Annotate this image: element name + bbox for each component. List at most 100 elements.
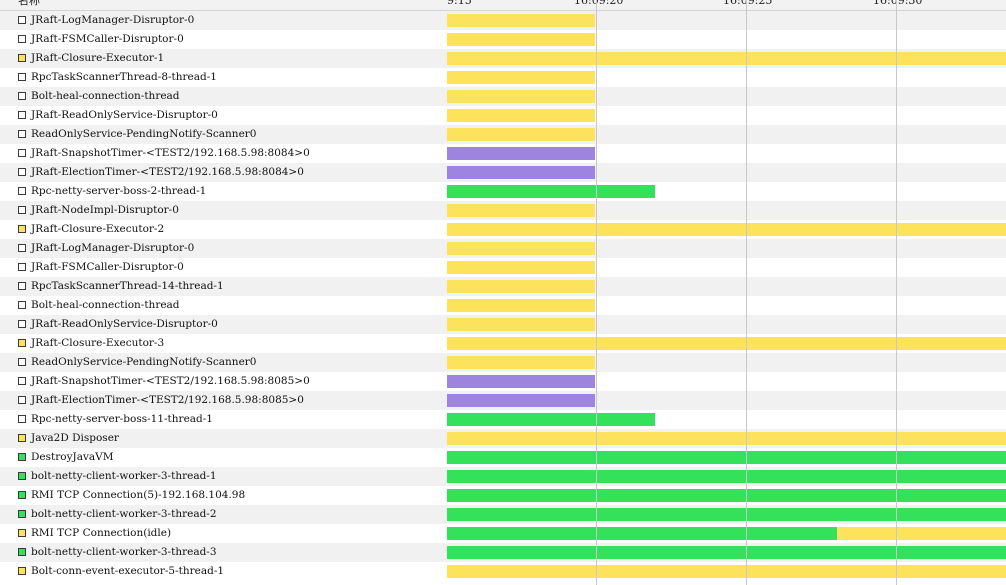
thread-state-segment-waiting — [447, 356, 595, 369]
thread-state-segment-running — [447, 451, 1006, 464]
thread-name: RpcTaskScannerThread-8-thread-1 — [31, 71, 217, 83]
thread-state-indicator — [18, 301, 26, 309]
thread-row[interactable]: bolt-netty-client-worker-3-thread-2 — [0, 505, 1006, 524]
thread-row[interactable]: bolt-netty-client-worker-3-thread-1 — [0, 467, 1006, 486]
thread-row[interactable]: JRaft-Closure-Executor-3 — [0, 334, 1006, 353]
thread-state-indicator — [18, 111, 26, 119]
thread-state-indicator — [18, 320, 26, 328]
thread-timeline-track — [447, 33, 1006, 46]
thread-state-indicator — [18, 263, 26, 271]
thread-name: JRaft-ElectionTimer-<TEST2/192.168.5.98:… — [31, 166, 304, 178]
thread-state-segment-waiting — [447, 90, 595, 103]
thread-state-segment-waiting — [447, 318, 595, 331]
thread-timeline-track — [447, 90, 1006, 103]
thread-row[interactable]: JRaft-ElectionTimer-<TEST2/192.168.5.98:… — [0, 163, 1006, 182]
thread-name: ReadOnlyService-PendingNotify-Scanner0 — [31, 356, 257, 368]
thread-state-segment-sleeping — [447, 166, 595, 179]
thread-state-indicator — [18, 92, 26, 100]
thread-state-indicator — [18, 54, 26, 62]
thread-row[interactable]: JRaft-ReadOnlyService-Disruptor-0 — [0, 106, 1006, 125]
thread-timeline-track — [447, 109, 1006, 122]
thread-timeline-track — [447, 565, 1006, 578]
thread-timeline-track — [447, 546, 1006, 559]
thread-row[interactable]: JRaft-SnapshotTimer-<TEST2/192.168.5.98:… — [0, 372, 1006, 391]
thread-row[interactable]: Bolt-conn-event-executor-5-thread-1 — [0, 562, 1006, 581]
thread-state-indicator — [18, 548, 26, 556]
timeline-gridlines — [447, 0, 1006, 585]
thread-timeline-track — [447, 242, 1006, 255]
thread-name: JRaft-FSMCaller-Disruptor-0 — [31, 33, 184, 45]
thread-timeline-track — [447, 128, 1006, 141]
thread-state-segment-waiting — [447, 223, 1006, 236]
thread-row[interactable]: Rpc-netty-server-boss-11-thread-1 — [0, 410, 1006, 429]
thread-row[interactable]: ReadOnlyService-PendingNotify-Scanner0 — [0, 125, 1006, 144]
thread-state-indicator — [18, 434, 26, 442]
thread-state-indicator — [18, 415, 26, 423]
thread-row[interactable]: DestroyJavaVM — [0, 448, 1006, 467]
thread-state-segment-waiting — [447, 33, 595, 46]
thread-state-indicator — [18, 491, 26, 499]
thread-row[interactable]: JRaft-Closure-Executor-2 — [0, 220, 1006, 239]
column-header: 名称 9:15 16:09:20 16:09:25 16:09:30 — [0, 0, 1006, 11]
thread-name: Bolt-heal-connection-thread — [31, 90, 180, 102]
thread-state-segment-running — [447, 413, 655, 426]
thread-timeline-track — [447, 508, 1006, 521]
thread-name: JRaft-Closure-Executor-1 — [31, 52, 165, 64]
thread-name: Rpc-netty-server-boss-2-thread-1 — [31, 185, 207, 197]
time-gridline — [896, 0, 897, 585]
thread-timeline-track — [447, 166, 1006, 179]
thread-name: DestroyJavaVM — [31, 451, 114, 463]
thread-row[interactable]: RpcTaskScannerThread-8-thread-1 — [0, 68, 1006, 87]
thread-timeline-track — [447, 356, 1006, 369]
thread-name: JRaft-ReadOnlyService-Disruptor-0 — [31, 109, 218, 121]
thread-row[interactable]: ReadOnlyService-PendingNotify-Scanner0 — [0, 353, 1006, 372]
thread-name: Java2D Disposer — [31, 432, 119, 444]
thread-row[interactable]: JRaft-ElectionTimer-<TEST2/192.168.5.98:… — [0, 391, 1006, 410]
thread-state-indicator — [18, 187, 26, 195]
thread-name: bolt-netty-client-worker-3-thread-3 — [31, 546, 217, 558]
thread-row[interactable]: JRaft-SnapshotTimer-<TEST2/192.168.5.98:… — [0, 144, 1006, 163]
thread-state-indicator — [18, 453, 26, 461]
thread-state-segment-waiting — [447, 204, 595, 217]
thread-timeline-track — [447, 470, 1006, 483]
thread-row[interactable]: JRaft-FSMCaller-Disruptor-0 — [0, 258, 1006, 277]
thread-row[interactable]: JRaft-Closure-Executor-1 — [0, 49, 1006, 68]
thread-state-segment-waiting — [447, 128, 595, 141]
thread-row[interactable]: JRaft-FSMCaller-Disruptor-0 — [0, 30, 1006, 49]
thread-row[interactable]: JRaft-LogManager-Disruptor-0 — [0, 11, 1006, 30]
thread-state-indicator — [18, 358, 26, 366]
thread-row[interactable]: Bolt-heal-connection-thread — [0, 87, 1006, 106]
thread-timeline-track — [447, 527, 1006, 540]
thread-row[interactable]: RMI TCP Connection(5)-192.168.104.98 — [0, 486, 1006, 505]
thread-state-segment-running — [447, 470, 1006, 483]
thread-name: JRaft-ElectionTimer-<TEST2/192.168.5.98:… — [31, 394, 304, 406]
thread-state-indicator — [18, 377, 26, 385]
thread-state-segment-waiting — [447, 109, 595, 122]
thread-state-segment-waiting — [447, 261, 595, 274]
thread-timeline-track — [447, 280, 1006, 293]
time-gridline — [596, 0, 597, 585]
thread-state-indicator — [18, 35, 26, 43]
thread-row[interactable]: RpcTaskScannerThread-14-thread-1 — [0, 277, 1006, 296]
thread-state-indicator — [18, 529, 26, 537]
thread-row[interactable]: bolt-netty-client-worker-3-thread-3 — [0, 543, 1006, 562]
thread-state-segment-sleeping — [447, 375, 595, 388]
thread-row[interactable]: Rpc-netty-server-boss-2-thread-1 — [0, 182, 1006, 201]
name-column-header[interactable]: 名称 — [18, 0, 40, 7]
thread-state-indicator — [18, 510, 26, 518]
thread-row[interactable]: RMI TCP Connection(idle) — [0, 524, 1006, 543]
time-gridline — [746, 0, 747, 585]
thread-state-segment-waiting — [447, 299, 595, 312]
time-tick-label: 16:09:20 — [574, 0, 624, 7]
thread-row[interactable]: Bolt-heal-connection-thread — [0, 296, 1006, 315]
time-tick-label: 9:15 — [447, 0, 472, 7]
thread-row[interactable]: JRaft-NodeImpl-Disruptor-0 — [0, 201, 1006, 220]
time-tick-label: 16:09:30 — [873, 0, 923, 7]
thread-name: JRaft-SnapshotTimer-<TEST2/192.168.5.98:… — [31, 147, 310, 159]
thread-row[interactable]: Java2D Disposer — [0, 429, 1006, 448]
thread-state-indicator — [18, 472, 26, 480]
thread-row[interactable]: JRaft-ReadOnlyService-Disruptor-0 — [0, 315, 1006, 334]
thread-state-segment-running — [447, 489, 1006, 502]
thread-row[interactable]: JRaft-LogManager-Disruptor-0 — [0, 239, 1006, 258]
thread-state-segment-waiting — [447, 280, 595, 293]
